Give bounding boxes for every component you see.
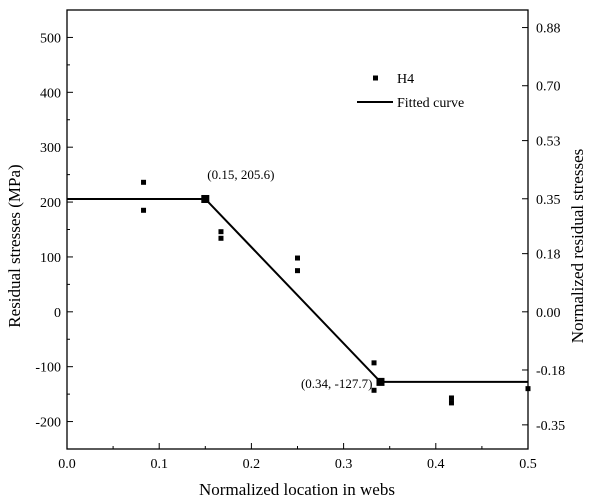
y-tick-label-left: -200	[35, 416, 61, 431]
y-tick-label-right: 0.88	[536, 22, 561, 37]
breakpoint-label: (0.34, -127.7)	[301, 376, 373, 391]
x-tick-label: 0.4	[427, 457, 445, 472]
y-tick-label-left: -100	[35, 361, 61, 376]
y-tick-label-right: 0.18	[536, 248, 561, 263]
y-tick-label-right: 0.70	[536, 80, 561, 95]
y-tick-label-right: 0.35	[536, 193, 561, 208]
y-tick-label-left: 300	[40, 141, 61, 156]
y-tick-label-right: -0.35	[536, 419, 565, 434]
y-tick-label-left: 0	[54, 306, 61, 321]
legend-label-fitted-curve: Fitted curve	[397, 96, 464, 111]
y-tick-label-left: 500	[40, 31, 61, 46]
y-axis-title-left: Residual stresses (MPa)	[5, 164, 24, 327]
h4-data-point	[218, 229, 224, 235]
h4-data-point	[448, 395, 454, 401]
breakpoint-label: (0.15, 205.6)	[207, 167, 274, 182]
x-tick-label: 0.1	[150, 457, 168, 472]
plot-area-frame	[66, 9, 529, 450]
h4-data-point	[371, 387, 377, 393]
legend-marker-h4	[373, 75, 378, 81]
x-axis-title: Normalized location in webs	[199, 480, 395, 499]
breakpoint-marker	[376, 377, 385, 386]
y-tick-label-left: 200	[40, 196, 61, 211]
h4-data-point	[448, 400, 454, 406]
y-axis-title-right: Normalized residual stresses	[568, 149, 587, 344]
h4-data-point	[371, 360, 377, 366]
legend-label-h4: H4	[397, 72, 414, 87]
breakpoint-marker	[201, 194, 210, 203]
h4-data-point	[295, 268, 300, 274]
legend: H4 Fitted curve	[357, 72, 464, 111]
x-tick-label: 0.0	[58, 457, 76, 472]
y-tick-label-left: 100	[40, 251, 61, 266]
h4-data-point	[141, 207, 147, 213]
h4-data-point	[218, 235, 224, 241]
h4-data-point	[525, 386, 531, 392]
x-tick-label: 0.2	[243, 457, 261, 472]
y-tick-label-right: 0.00	[536, 306, 561, 321]
h4-data-point	[295, 255, 300, 261]
x-tick-label: 0.5	[519, 457, 537, 472]
fitted-curve-line	[67, 197, 528, 383]
h4-data-point	[141, 179, 147, 185]
y-tick-label-right: 0.53	[536, 135, 561, 150]
y-tick-label-right: -0.18	[536, 364, 565, 379]
y-tick-label-left: 400	[40, 86, 61, 101]
x-tick-label: 0.3	[335, 457, 353, 472]
